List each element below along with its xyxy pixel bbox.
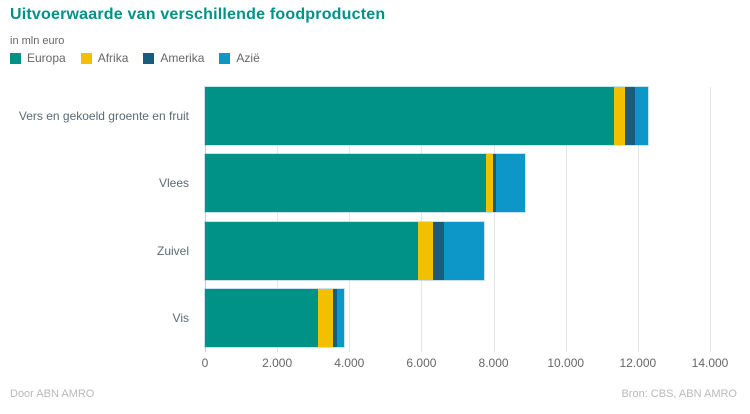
x-tick-label: 12.000	[619, 356, 657, 370]
bar-row	[205, 154, 710, 213]
bar-segment-azië[interactable]	[444, 221, 484, 280]
bar-segment-amerika[interactable]	[432, 221, 445, 280]
gridline	[349, 87, 351, 352]
plot-area	[205, 87, 711, 352]
category-label: Vlees	[158, 176, 189, 191]
chart-title: Uitvoerwaarde van verschillende foodprod…	[10, 6, 386, 23]
bar-row	[205, 221, 710, 280]
x-tick-label: 10.000	[547, 356, 585, 370]
bar-segment-azië[interactable]	[336, 288, 344, 347]
legend-item-amerika[interactable]: Amerika	[143, 51, 204, 65]
legend-swatch-icon	[80, 52, 92, 64]
source-text: Bron: CBS, ABN AMRO	[621, 388, 737, 400]
y-axis-line	[205, 87, 206, 352]
gridline	[565, 87, 567, 352]
x-tick-label: 4.000	[334, 356, 365, 370]
legend-swatch-icon	[10, 52, 21, 64]
bar-segment-europa[interactable]	[205, 154, 486, 213]
legend-label: Azië	[236, 51, 260, 65]
gridline	[421, 87, 423, 352]
bar-segment-afrika[interactable]	[417, 221, 433, 280]
legend-item-europa[interactable]: Europa	[10, 51, 66, 65]
x-tick-label: 14.000	[691, 356, 729, 370]
bar-segment-europa[interactable]	[205, 288, 318, 347]
gridline	[493, 87, 495, 352]
legend-item-afrika[interactable]: Afrika	[80, 51, 129, 65]
bar-segment-amerika[interactable]	[624, 87, 636, 145]
bar-stack	[205, 221, 484, 280]
category-axis-labels: Vers en gekoeld groente en fruit Vlees Zui…	[0, 87, 197, 348]
value-axis: 0 2.000 4.000 6.000 8.000 10.000 12.000 14.000	[201, 356, 729, 370]
legend-label: Amerika	[160, 51, 205, 65]
credit-text: Door ABN AMRO	[10, 388, 95, 400]
x-tick-label: 0	[201, 356, 209, 370]
bar-segment-azië[interactable]	[635, 87, 648, 145]
category-label: Vis	[172, 310, 189, 325]
gridline	[637, 87, 639, 352]
chart-subtitle: in mln euro	[10, 35, 65, 47]
x-tick-label: 8.000	[478, 356, 509, 370]
legend-label: Afrika	[97, 51, 129, 65]
gridline	[710, 87, 711, 352]
bar-segment-europa[interactable]	[205, 221, 418, 280]
bar-stack	[205, 87, 648, 145]
legend-label: Europa	[27, 51, 66, 65]
legend-swatch-icon	[219, 52, 231, 64]
bar-segment-amerika[interactable]	[333, 288, 337, 347]
category-label: Vers en gekoeld groente en fruit	[18, 109, 189, 123]
category-label: Zuivel	[156, 243, 189, 258]
x-tick-label: 6.000	[406, 356, 437, 370]
legend-swatch-icon	[143, 52, 155, 64]
bar-segment-azië[interactable]	[496, 154, 525, 213]
legend: Europa Afrika Amerika Azië	[10, 51, 260, 65]
bar-segment-afrika[interactable]	[614, 87, 625, 145]
bar-row	[205, 288, 710, 347]
bar-row	[205, 87, 710, 145]
x-tick-label: 2.000	[262, 356, 293, 370]
bar-stack	[205, 154, 525, 213]
legend-item-azië[interactable]: Azië	[219, 51, 260, 65]
bar-segment-afrika[interactable]	[317, 288, 334, 347]
bar-segment-europa[interactable]	[205, 87, 615, 145]
bar-segment-afrika[interactable]	[485, 154, 493, 213]
gridline	[277, 87, 279, 352]
bar-segment-amerika[interactable]	[492, 154, 497, 213]
bar-stack	[205, 288, 344, 347]
